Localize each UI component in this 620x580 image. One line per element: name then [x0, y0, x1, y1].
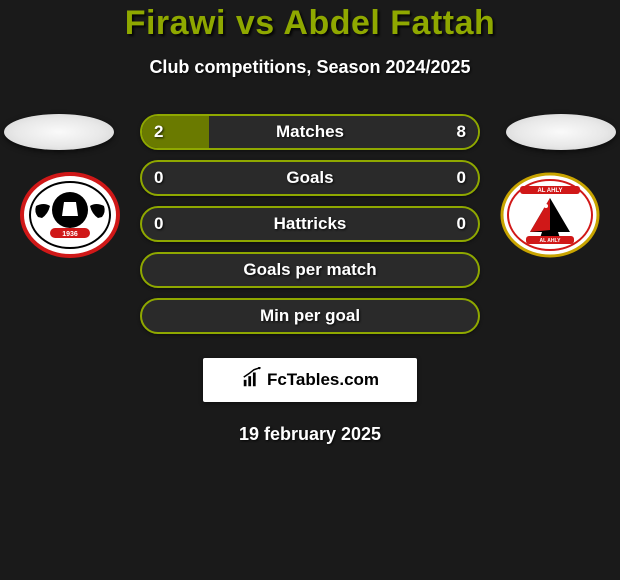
stat-row: 0 0 Hattricks — [140, 206, 480, 242]
svg-text:1936: 1936 — [62, 231, 78, 238]
stat-value-left: 2 — [154, 122, 163, 142]
stat-label: Goals — [286, 168, 333, 188]
stat-row: Min per goal — [140, 298, 480, 334]
club-crest-left: 1936 — [20, 172, 120, 258]
stat-value-left: 0 — [154, 168, 163, 188]
svg-text:AL AHLY: AL AHLY — [537, 188, 562, 194]
club-crest-right: AL AHLY AL AHLY — [500, 172, 600, 258]
stat-value-right: 8 — [457, 122, 466, 142]
page-title: Firawi vs Abdel Fattah — [0, 4, 620, 43]
stat-label: Matches — [276, 122, 344, 142]
svg-text:AL AHLY: AL AHLY — [540, 238, 562, 244]
stats-block: 1936 AL AHLY AL AHLY 2 8 Matches 0 0 Goals 0 0 H… — [0, 114, 620, 334]
player-photo-right — [506, 114, 616, 150]
stat-label: Min per goal — [260, 306, 360, 326]
stat-label: Hattricks — [274, 214, 347, 234]
branding-text: FcTables.com — [267, 370, 379, 390]
stat-value-right: 0 — [457, 168, 466, 188]
stat-fill-left — [142, 116, 209, 148]
branding-badge: FcTables.com — [203, 358, 417, 402]
stat-value-right: 0 — [457, 214, 466, 234]
subtitle: Club competitions, Season 2024/2025 — [0, 57, 620, 78]
stat-row: 0 0 Goals — [140, 160, 480, 196]
player-photo-left — [4, 114, 114, 150]
stat-value-left: 0 — [154, 214, 163, 234]
date-text: 19 february 2025 — [0, 424, 620, 445]
stat-row: Goals per match — [140, 252, 480, 288]
chart-icon — [241, 367, 263, 394]
stat-label: Goals per match — [243, 260, 376, 280]
stat-row: 2 8 Matches — [140, 114, 480, 150]
